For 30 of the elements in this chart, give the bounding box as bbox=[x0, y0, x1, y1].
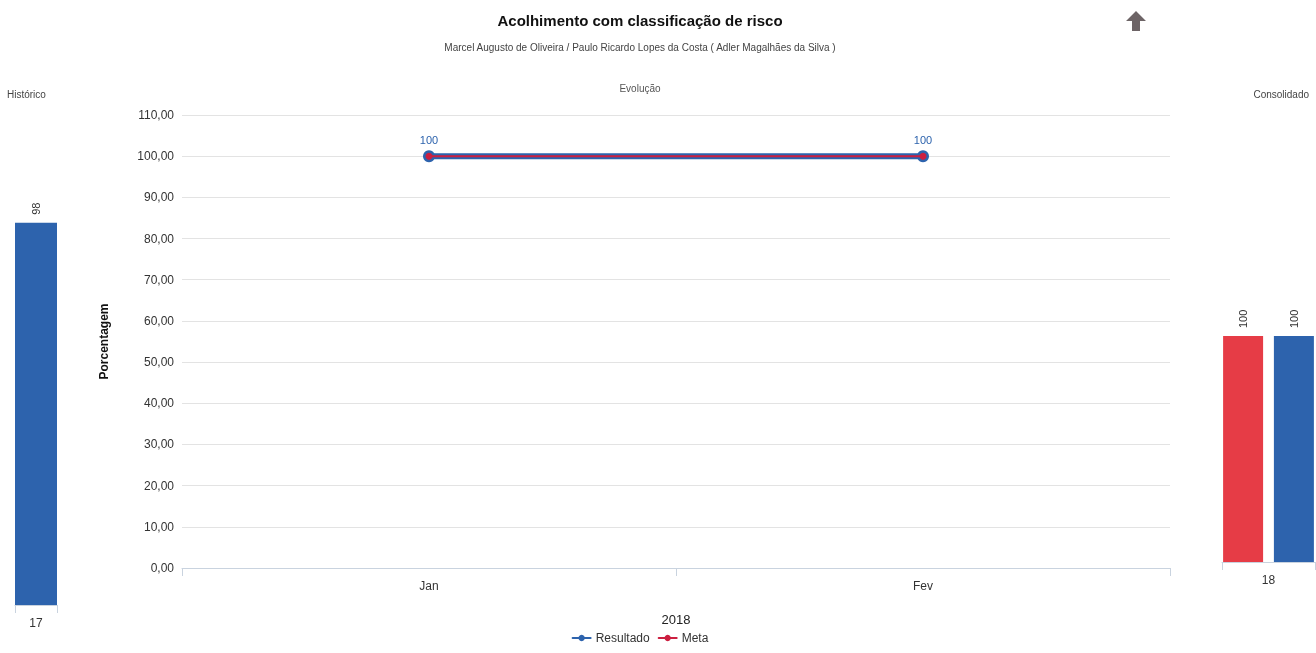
y-tick-label: 60,00 bbox=[143, 313, 175, 328]
data-label: 100 bbox=[1287, 309, 1300, 328]
y-tick-label: 30,00 bbox=[143, 437, 175, 452]
y-tick-label: 20,00 bbox=[143, 478, 175, 493]
y-tick-label: 50,00 bbox=[143, 355, 175, 370]
chart-title: Acolhimento com classificação de risco bbox=[497, 12, 783, 29]
y-axis-title: Porcentagem bbox=[97, 303, 111, 380]
y-tick-label: 40,00 bbox=[143, 396, 175, 411]
data-label: 100 bbox=[1237, 309, 1250, 328]
legend-label: Meta bbox=[681, 631, 709, 645]
x-axis-title: 2018 bbox=[661, 612, 691, 627]
y-tick-label: 0,00 bbox=[150, 561, 175, 575]
y-tick-label: 110,00 bbox=[138, 108, 175, 122]
chart-subtitle: Marcel Augusto de Oliveira / Paulo Ricardo Lopes da Costa ( Adler Magalhães da Silva ) bbox=[444, 41, 836, 53]
chart-title: Consolidado bbox=[1253, 88, 1310, 100]
x-tick-label: Fev bbox=[912, 579, 934, 593]
y-tick-label: 100,00 bbox=[137, 149, 175, 164]
text: Evolução bbox=[619, 82, 662, 94]
data-label: 98 bbox=[30, 202, 42, 215]
y-tick-label: 70,00 bbox=[143, 272, 175, 287]
data-label: 100 bbox=[913, 133, 933, 146]
y-tick-label: 10,00 bbox=[143, 519, 175, 534]
x-tick-label: 18 bbox=[1261, 573, 1276, 587]
legend-label: Resultado bbox=[595, 631, 650, 645]
y-tick-label: 90,00 bbox=[143, 190, 175, 205]
data-label: 100 bbox=[419, 133, 439, 146]
x-tick-label: 17 bbox=[29, 616, 43, 630]
y-tick-label: 80,00 bbox=[143, 231, 175, 246]
x-tick-label: Jan bbox=[419, 579, 439, 593]
chart-title: Histórico bbox=[7, 88, 47, 100]
